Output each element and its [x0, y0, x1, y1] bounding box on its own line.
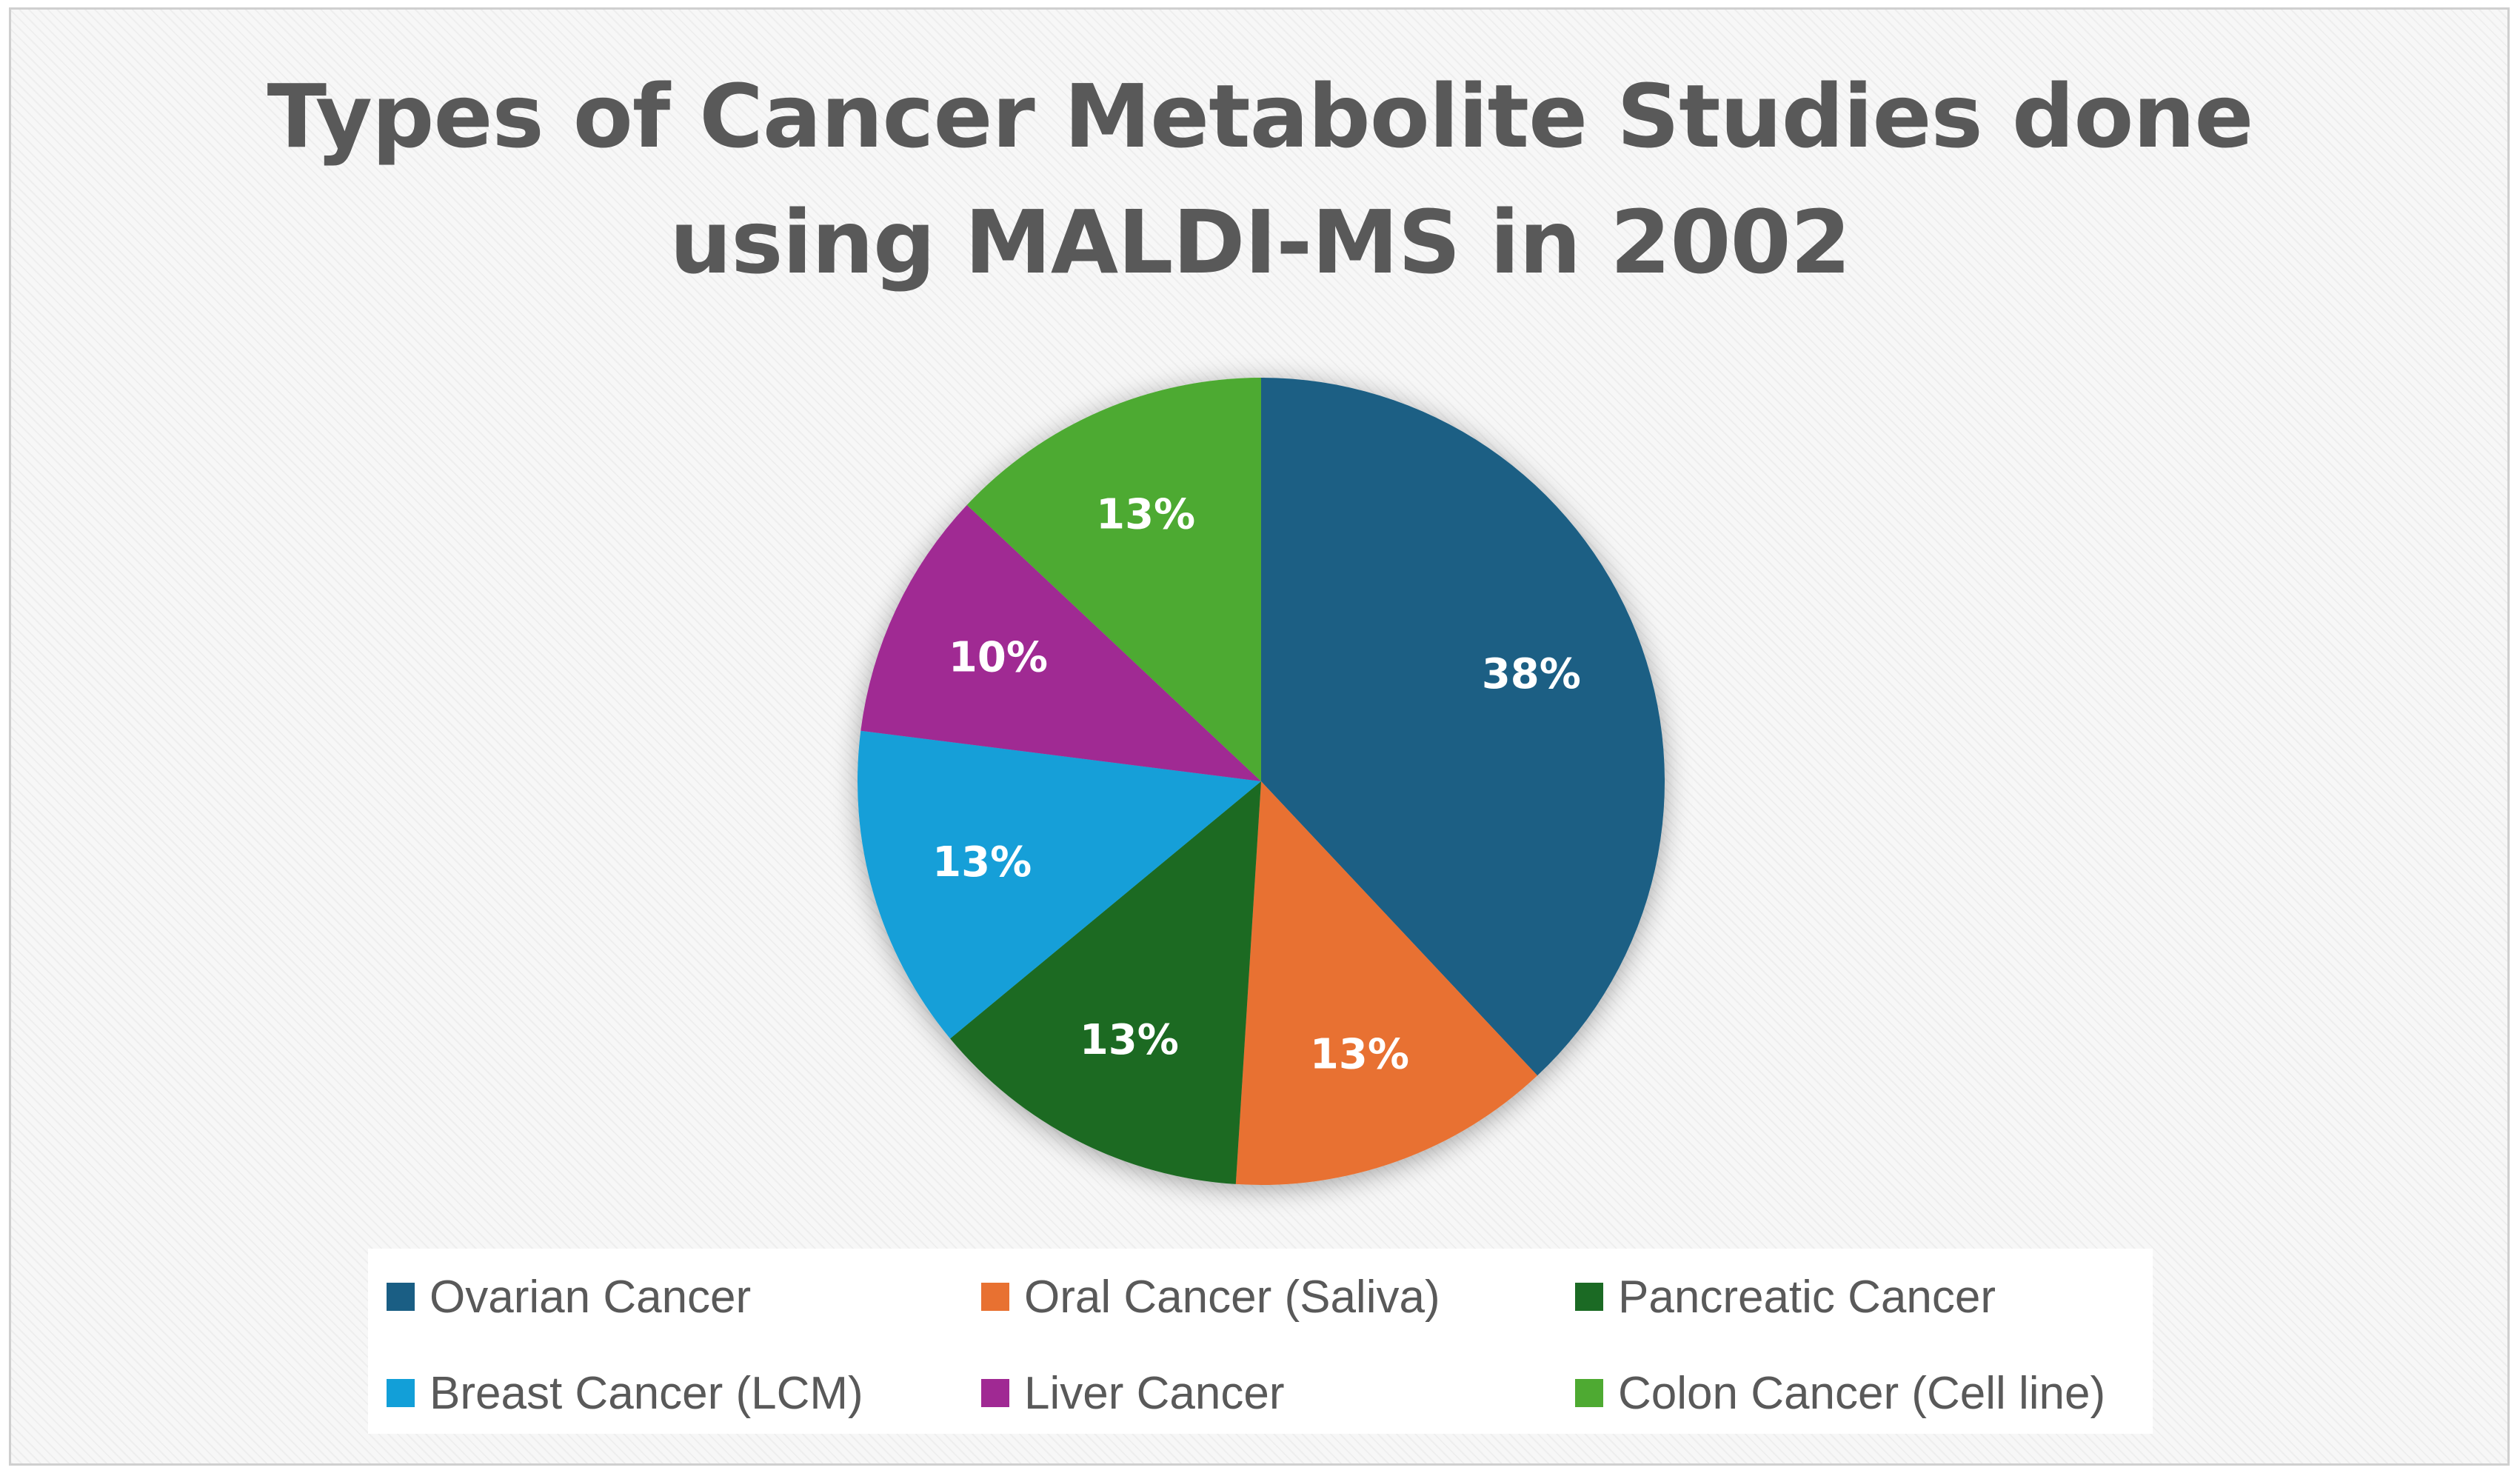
data-label-ovarian: 38%: [1482, 650, 1581, 698]
data-label-breast: 13%: [932, 838, 1032, 886]
data-label-colon: 13%: [1096, 490, 1195, 538]
legend-item-pancreatic: Pancreatic Cancer: [1575, 1256, 1996, 1338]
chart-legend: Ovarian Cancer Oral Cancer (Saliva) Panc…: [368, 1249, 2153, 1434]
legend-swatch-colon: [1575, 1379, 1603, 1407]
legend-label-ovarian: Ovarian Cancer: [430, 1271, 752, 1323]
legend-swatch-oral: [981, 1283, 1009, 1311]
legend-label-colon: Colon Cancer (Cell line): [1618, 1367, 2106, 1419]
data-label-liver: 10%: [949, 633, 1048, 681]
legend-item-oral: Oral Cancer (Saliva): [981, 1256, 1440, 1338]
chart-title-line-1: Types of Cancer Metabolite Studies done: [267, 65, 2254, 167]
legend-item-breast: Breast Cancer (LCM): [387, 1352, 863, 1434]
pie-slice-ovarian: [1261, 378, 1665, 1076]
legend-label-pancreatic: Pancreatic Cancer: [1618, 1271, 1996, 1323]
legend-swatch-pancreatic: [1575, 1283, 1603, 1311]
pie-slice-colon: [966, 378, 1261, 781]
legend-item-liver: Liver Cancer: [981, 1352, 1284, 1434]
legend-item-colon: Colon Cancer (Cell line): [1575, 1352, 2105, 1434]
chart-title: Types of Cancer Metabolite Studies done …: [0, 53, 2520, 305]
chart-title-line-2: using MALDI-MS in 2002: [669, 191, 1851, 293]
legend-label-breast: Breast Cancer (LCM): [430, 1367, 863, 1419]
legend-swatch-ovarian: [387, 1283, 415, 1311]
pie-slice-breast: [858, 730, 1261, 1039]
data-label-oral: 13%: [1310, 1031, 1409, 1079]
pie-slice-liver: [860, 504, 1261, 781]
legend-label-oral: Oral Cancer (Saliva): [1024, 1271, 1440, 1323]
pie-slice-pancreatic: [950, 781, 1261, 1184]
legend-item-ovarian: Ovarian Cancer: [387, 1256, 751, 1338]
legend-swatch-breast: [387, 1379, 415, 1407]
data-label-pancreatic: 13%: [1080, 1016, 1179, 1064]
pie-slice-oral: [1235, 781, 1538, 1185]
legend-label-liver: Liver Cancer: [1024, 1367, 1285, 1419]
legend-swatch-liver: [981, 1379, 1009, 1407]
